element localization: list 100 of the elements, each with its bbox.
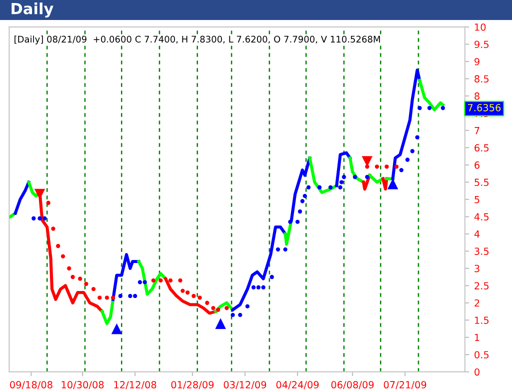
point (51, 226, 56, 231)
point (298, 209, 302, 214)
point (32, 216, 36, 220)
point (38, 216, 42, 220)
point (66, 266, 72, 270)
point (205, 300, 210, 305)
point (151, 278, 156, 283)
point (410, 149, 414, 154)
point (256, 285, 261, 290)
line-series (308, 156, 338, 194)
point (192, 294, 196, 298)
point (98, 296, 102, 300)
y-tick-label: 9.5 (474, 40, 489, 48)
x-tick-label: 06/08/09 (331, 381, 374, 390)
point (70, 274, 75, 280)
x-tick-label: 10/30/08 (62, 381, 104, 390)
x-tick-label: 03/12/09 (224, 381, 266, 390)
y-tick-label: 3 (474, 264, 480, 272)
point (168, 278, 173, 283)
point (415, 135, 420, 140)
point (283, 247, 288, 252)
point (215, 318, 226, 329)
point (42, 216, 47, 220)
point (104, 296, 110, 300)
point (178, 278, 182, 283)
point (328, 185, 333, 190)
point (440, 106, 445, 110)
y-tick-label: 8.5 (474, 75, 489, 83)
point (128, 294, 132, 298)
point (306, 185, 311, 190)
y-tick-label: 7 (474, 127, 480, 134)
point (185, 290, 190, 295)
point (224, 306, 229, 310)
y-tick-label: 5 (474, 196, 480, 204)
y-tick-label: 1 (474, 334, 480, 342)
y-tick-label: 3.5 (474, 248, 489, 255)
point (270, 274, 274, 280)
point (339, 180, 344, 184)
point (211, 306, 216, 310)
x-tick-label: 09/18/08 (10, 381, 52, 390)
point (110, 296, 116, 300)
point (118, 294, 122, 298)
point (238, 312, 242, 318)
point (216, 308, 220, 312)
x-tick-label: 04/24/09 (276, 381, 319, 390)
line-series (112, 253, 140, 301)
y-tick-label: 5.5 (474, 178, 489, 186)
point (142, 280, 147, 284)
point (338, 185, 342, 190)
point (394, 164, 399, 169)
y-tick-label: 10 (474, 23, 486, 31)
y-tick-label: 0 (474, 368, 480, 376)
line-series (418, 78, 444, 112)
point (46, 200, 50, 205)
point (138, 280, 142, 284)
point (56, 244, 60, 248)
point (295, 220, 300, 224)
point (180, 288, 185, 293)
point (302, 194, 307, 198)
point (158, 278, 163, 283)
line-series (335, 151, 352, 188)
y-tick-label: 8 (474, 92, 480, 100)
point (276, 247, 280, 252)
point (352, 174, 358, 180)
point (427, 106, 432, 110)
point (60, 254, 66, 258)
point (317, 185, 322, 190)
point (198, 296, 202, 300)
point (111, 323, 122, 334)
point (384, 164, 389, 169)
x-tick-label: 01/28/09 (171, 381, 214, 390)
y-tick-label: 2 (474, 299, 480, 307)
point (230, 312, 235, 318)
point (78, 276, 82, 281)
y-tick-label: 6 (474, 161, 480, 169)
y-tick-label: 6.5 (474, 144, 489, 152)
point (399, 168, 404, 172)
point (418, 106, 422, 110)
text: [Daily] 08/21/09 +0.0600 C 7.7400, H 7.8300, L 7.6200, O 7.7900, V 110.5268M (14, 36, 380, 44)
annotation: 7.6356 (468, 104, 501, 112)
point (374, 164, 380, 169)
line-series (14, 180, 30, 215)
point (365, 174, 370, 180)
line-series (348, 156, 366, 184)
y-tick-label: 1.5 (474, 316, 489, 324)
x-tick-label: 07/21/09 (384, 381, 426, 390)
point (261, 285, 266, 290)
point (245, 304, 250, 308)
x-tick-label: 12/12/08 (114, 381, 156, 390)
point (84, 282, 88, 286)
point (91, 286, 96, 292)
y-tick-label: 2.5 (474, 282, 489, 290)
point (405, 158, 410, 162)
y-tick-label: 0.5 (474, 351, 489, 358)
line-series (137, 260, 168, 296)
point (251, 285, 256, 290)
chart-title: Daily (12, 2, 54, 18)
point (300, 199, 304, 204)
y-tick-label: 9 (474, 58, 480, 66)
point (288, 220, 292, 224)
